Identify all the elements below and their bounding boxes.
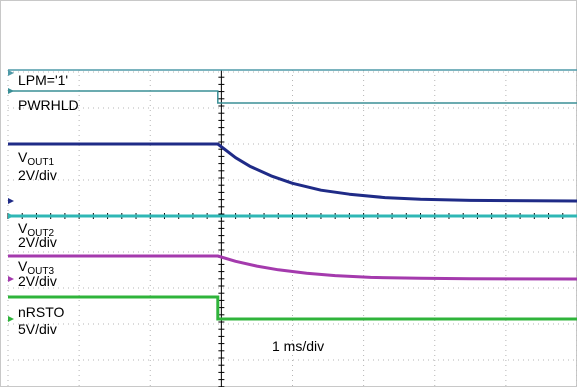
- timebase-label: 1 ms/div: [272, 338, 324, 354]
- label-vout2-scale: 2V/div: [18, 234, 57, 250]
- pwrhld-trace: [8, 90, 577, 104]
- label-nrsto-scale: 5V/div: [18, 321, 57, 337]
- label-pwrhld: PWRHLD: [18, 97, 79, 113]
- channel-marker-vout2: [8, 213, 14, 219]
- vout1-trace: [8, 142, 577, 203]
- label-vout1-sub: OUT1: [27, 157, 54, 168]
- channel-marker-vout3: [8, 276, 14, 282]
- label-vout3: VOUT3: [18, 258, 54, 277]
- label-nrsto: nRSTO: [18, 304, 65, 320]
- channel-marker-pwrhld: [8, 88, 14, 94]
- label-vout3-scale: 2V/div: [18, 273, 57, 289]
- channel-marker-vout1: [8, 198, 14, 204]
- label-vout2: VOUT2: [18, 220, 54, 239]
- label-vout1-scale: 2V/div: [18, 167, 57, 183]
- channel-markers: [8, 70, 14, 322]
- vout3-trace: [8, 254, 577, 281]
- label-vout1: VOUT1: [18, 149, 54, 168]
- nrsto-trace: [8, 295, 577, 321]
- channel-marker-nrsto: [8, 316, 14, 322]
- label-vout3-sub: OUT3: [27, 266, 54, 277]
- label-vout2-sub: OUT2: [27, 228, 54, 239]
- traces: [8, 69, 577, 321]
- channel-marker-lpm: [8, 70, 14, 76]
- label-vout1-main: V: [18, 149, 28, 165]
- label-lpm: LPM='1': [18, 72, 68, 88]
- label-vout2-main: V: [18, 220, 28, 236]
- label-vout3-main: V: [18, 258, 28, 274]
